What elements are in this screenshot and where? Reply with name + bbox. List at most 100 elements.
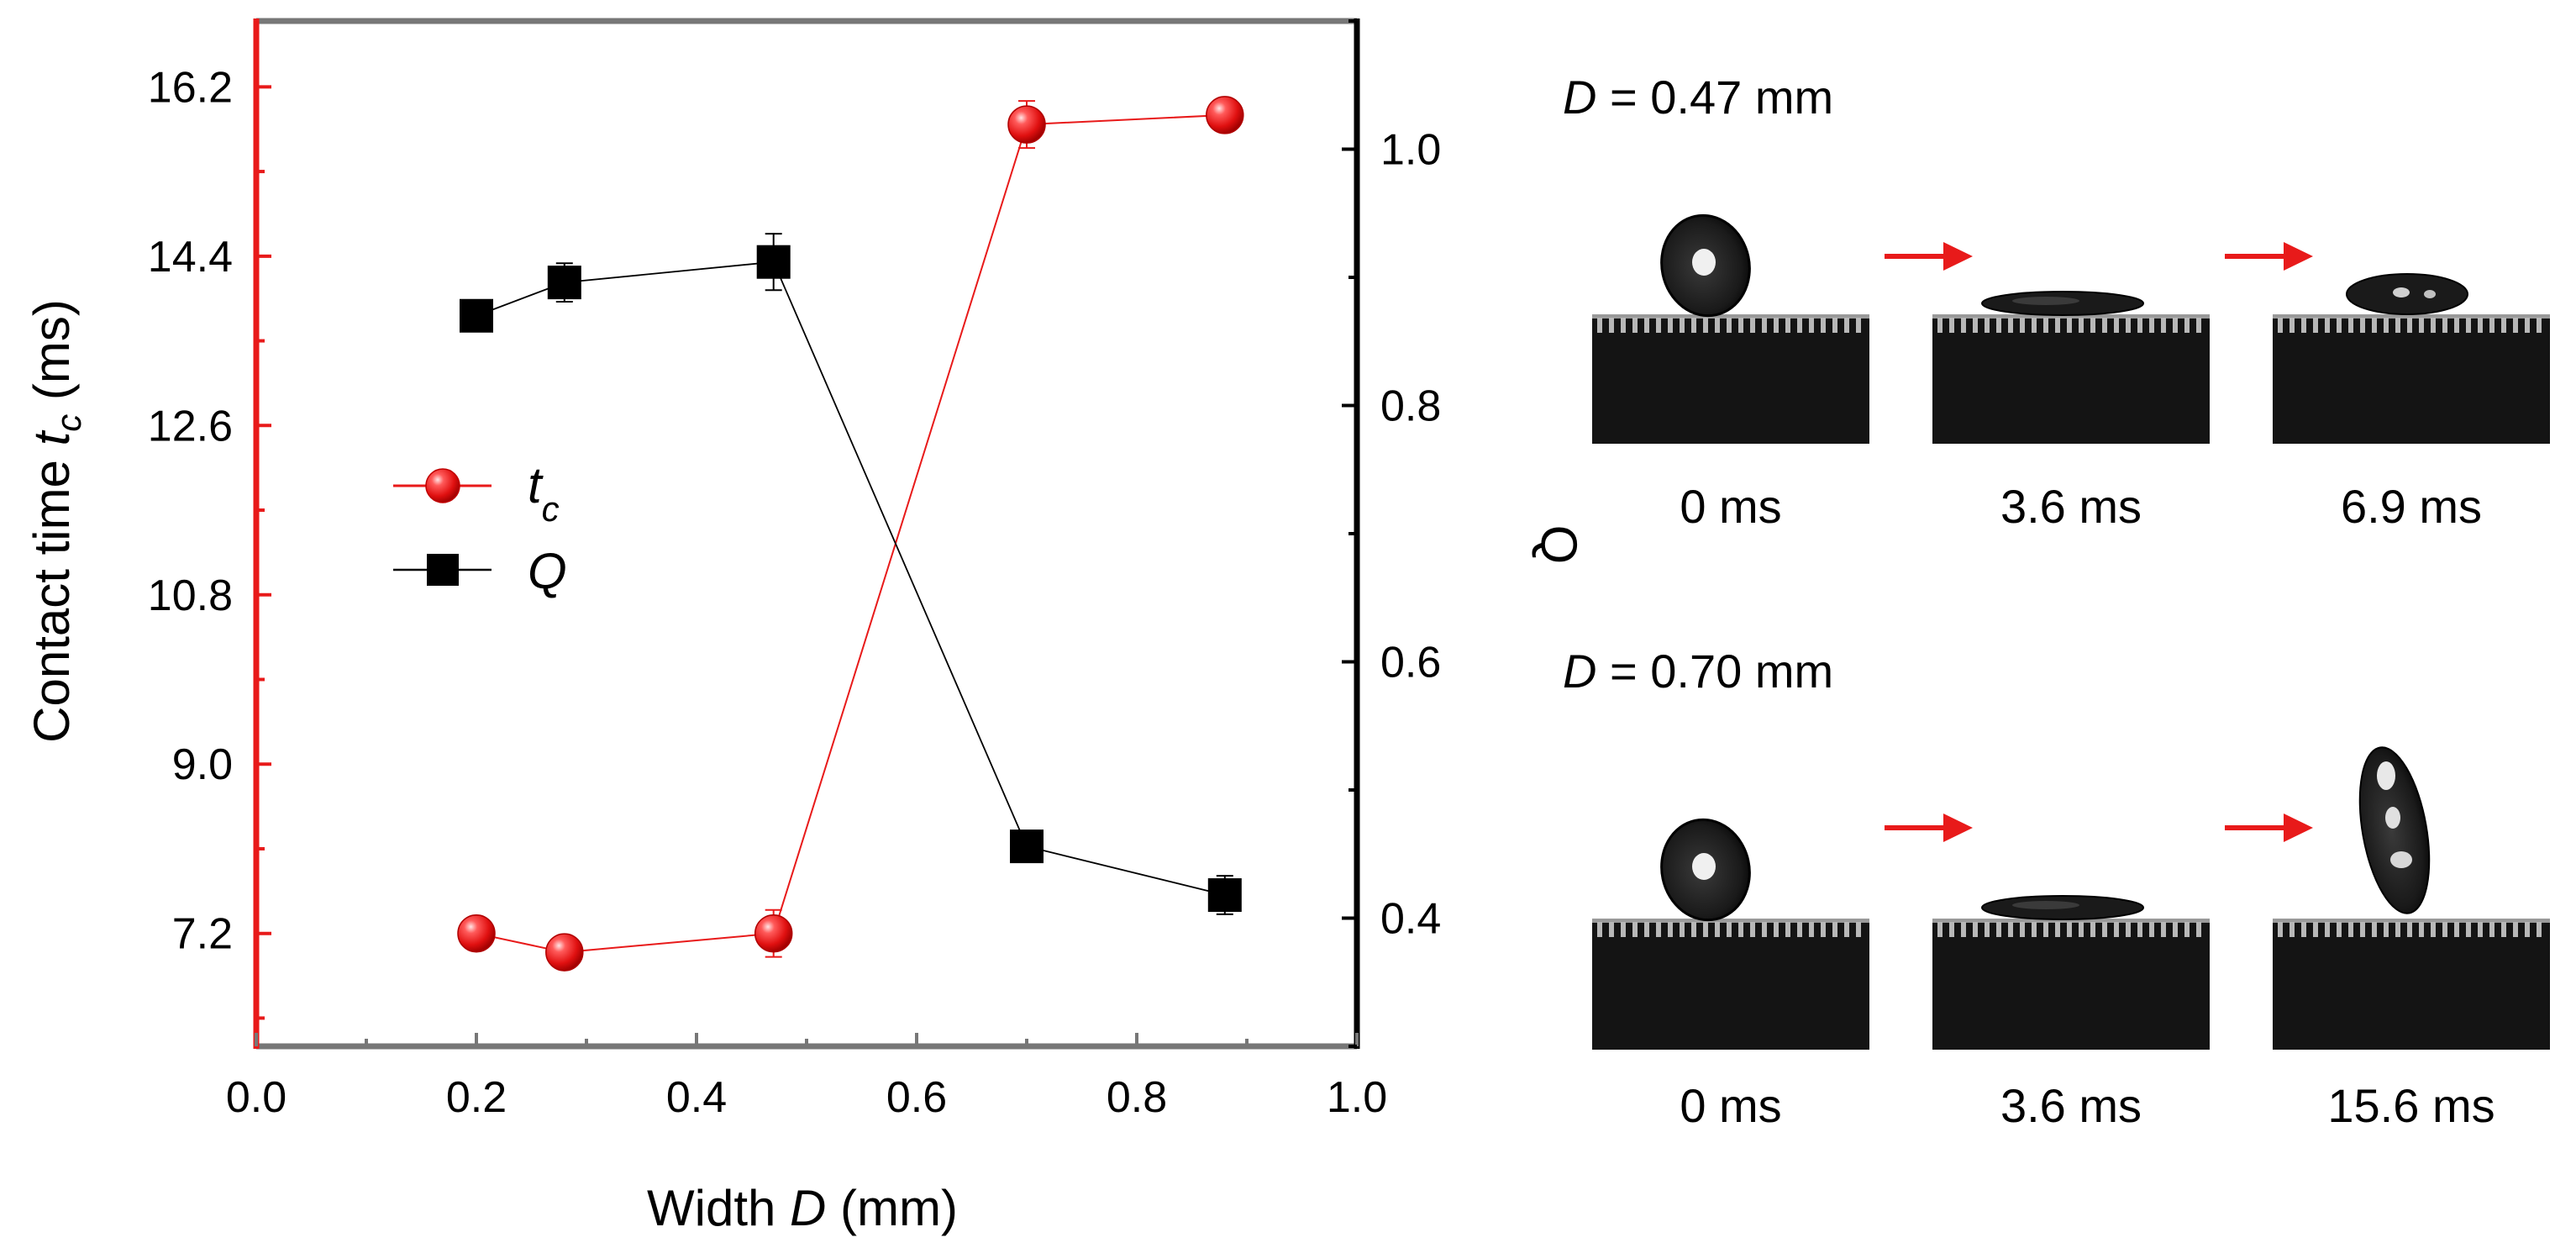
droplet-texture [2012,297,2079,305]
frame-time-label: 3.6 ms [2000,1079,2142,1132]
micro-post [1597,318,1602,333]
micro-post [1632,318,1638,333]
micro-post [2137,922,2142,937]
micro-post [2090,318,2095,333]
legend-label-tc: tc [528,457,560,529]
data-point-tc [457,914,496,953]
micro-post [1996,922,2001,937]
legend-label-q: Q [528,543,567,599]
micro-post [2489,922,2495,937]
micro-post [2313,922,2318,937]
panel-label: D = 0.70 mm [1563,645,1833,698]
micro-post [2466,318,2471,333]
micro-post [2184,318,2190,333]
micro-post [2067,922,2072,937]
micro-post [2489,318,2495,333]
micro-post [1821,922,1826,937]
micro-post [1691,318,1696,333]
micro-post [1949,922,1954,937]
frame-1: 0 ms [1592,814,1973,1132]
micro-post [1609,922,1614,937]
micro-post [2020,318,2025,333]
micro-post [2278,922,2283,937]
micro-post [2114,922,2119,937]
substrate [1932,318,2210,444]
micro-post [2102,922,2107,937]
micro-post [1809,318,1814,333]
micro-post [2043,922,2048,937]
micro-post [1715,922,1720,937]
micro-post [2055,318,2060,333]
micro-post [2289,318,2295,333]
droplet-highlight [2377,761,2395,790]
micro-post [1762,318,1767,333]
plot-area: 0.0 0.2 0.4 0.6 0.8 1.0 7.2 9.0 10.8 12.6 14.4 16.2… [148,18,1441,1122]
droplet-highlight [2385,807,2400,829]
micro-post [1785,318,1790,333]
series-line-q [476,261,1226,896]
data-point-q [1207,878,1242,913]
right-y-tick-label: 0.4 [1380,895,1441,944]
frame-time-label: 3.6 ms [2000,480,2142,533]
micro-post [2161,922,2166,937]
frame-3: 15.6 ms [2273,746,2550,1132]
micro-post [2079,318,2084,333]
micro-post [1844,922,1849,937]
micro-post [1832,318,1837,333]
frame-1: 0 ms [1592,213,1973,533]
left-y-tick-label: 7.2 [172,910,233,959]
micro-post [1632,922,1638,937]
micro-post [2478,318,2483,333]
micro-post [2126,922,2131,937]
micro-post [2196,318,2201,333]
micro-post [2372,318,2377,333]
micro-post [1821,318,1826,333]
micro-post [1937,318,1943,333]
micro-post [1856,922,1861,937]
droplet-highlight [2390,851,2412,868]
legend-item-tc: tc [393,457,560,529]
frame-time-label: 15.6 ms [2327,1079,2495,1132]
micro-post [1973,922,1978,937]
image-panel-1: D = 0.47 mm 0 ms 3.6 ms 6.9 ms [1563,71,2550,533]
micro-post [1597,922,1602,937]
micro-post [2020,922,2025,937]
micro-post [2525,922,2530,937]
micro-post [1762,922,1767,937]
substrate [2273,922,2550,1050]
arrow-head [2284,814,2313,842]
frame-time-label: 6.9 ms [2341,480,2482,533]
micro-post [1985,922,1990,937]
micro-post [2525,318,2530,333]
micro-post [1832,922,1837,937]
micro-post [2137,318,2142,333]
right-y-axis-label: Q [1531,525,1587,565]
legend-marker-tc [425,468,460,503]
micro-post [1785,922,1790,937]
micro-post [1961,922,1966,937]
micro-post [1797,318,1802,333]
micro-post [2537,318,2542,333]
substrate-edge [1932,919,2210,923]
micro-post [2442,318,2447,333]
micro-post [2501,922,2506,937]
micro-post [2278,318,2283,333]
substrate-edge [1592,919,1869,923]
micro-post [1668,318,1673,333]
micro-post [2184,922,2190,937]
data-point-q [1010,829,1044,864]
micro-post [2419,318,2424,333]
micro-post [2466,922,2471,937]
x-tick-label: 0.6 [886,1073,947,1122]
micro-post [2384,922,2389,937]
micro-post [1656,922,1661,937]
frame-2: 3.6 ms [1932,242,2313,533]
panel-label: D = 0.47 mm [1563,71,1833,124]
arrow-head [2284,242,2313,271]
micro-post [2372,922,2377,937]
micro-post [2032,318,2037,333]
micro-post [1727,922,1732,937]
micro-post [1609,318,1614,333]
substrate-edge [1932,314,2210,319]
series-line-tc [476,113,1225,954]
